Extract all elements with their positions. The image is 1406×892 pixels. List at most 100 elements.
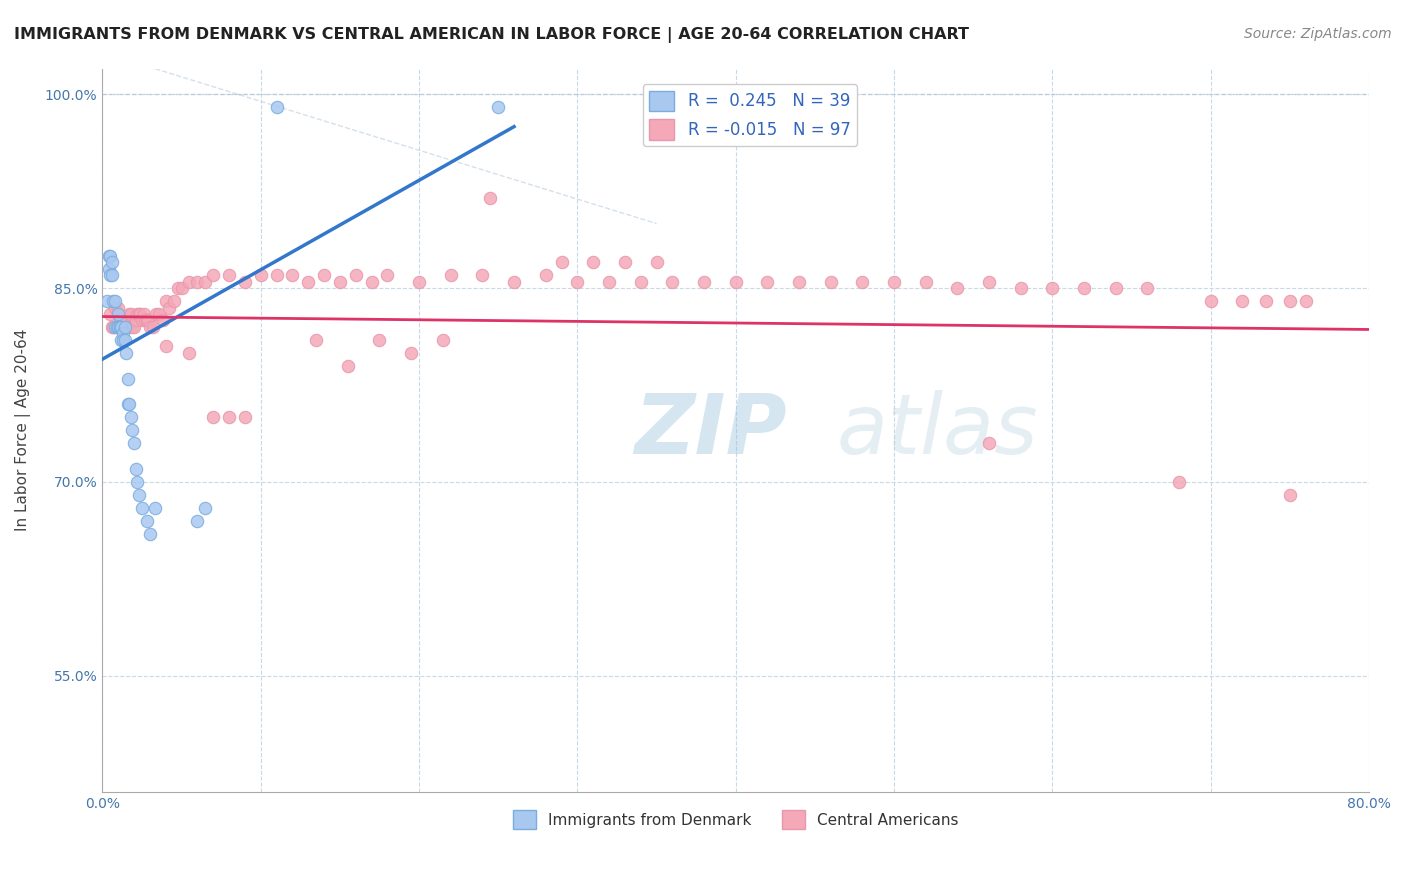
Point: [1278, 488, 1301, 502]
Point: [344, 268, 367, 283]
Point: [121, 319, 143, 334]
Point: [124, 462, 146, 476]
Point: [329, 275, 352, 289]
Point: [1040, 281, 1063, 295]
Point: [97, 249, 120, 263]
Point: [121, 423, 143, 437]
Point: [266, 268, 288, 283]
Text: Source: ZipAtlas.com: Source: ZipAtlas.com: [1244, 27, 1392, 41]
Point: [132, 307, 155, 321]
Point: [1168, 475, 1191, 489]
Point: [103, 294, 125, 309]
Point: [693, 275, 716, 289]
Point: [630, 275, 652, 289]
Point: [202, 268, 225, 283]
Point: [281, 268, 304, 283]
Point: [1232, 294, 1254, 309]
Point: [96, 294, 118, 309]
Point: [120, 410, 142, 425]
Point: [1199, 294, 1222, 309]
Point: [194, 500, 217, 515]
Point: [135, 514, 157, 528]
Point: [977, 436, 1000, 450]
Point: [115, 345, 138, 359]
Point: [110, 333, 132, 347]
Point: [479, 191, 502, 205]
Point: [661, 275, 683, 289]
Point: [249, 268, 271, 283]
Point: [724, 275, 747, 289]
Point: [129, 307, 152, 321]
Point: [111, 319, 134, 334]
Point: [312, 268, 335, 283]
Point: [202, 410, 225, 425]
Point: [486, 100, 509, 114]
Point: [120, 307, 142, 321]
Point: [186, 275, 208, 289]
Point: [111, 326, 134, 341]
Point: [135, 313, 157, 327]
Text: IMMIGRANTS FROM DENMARK VS CENTRAL AMERICAN IN LABOR FORCE | AGE 20-64 CORRELATI: IMMIGRANTS FROM DENMARK VS CENTRAL AMERI…: [14, 27, 969, 43]
Point: [218, 410, 240, 425]
Point: [145, 307, 167, 321]
Point: [101, 319, 124, 334]
Point: [107, 301, 129, 315]
Point: [598, 275, 620, 289]
Point: [101, 268, 124, 283]
Point: [152, 313, 174, 327]
Point: [98, 307, 121, 321]
Point: [114, 333, 136, 347]
Point: [139, 526, 162, 541]
Point: [946, 281, 969, 295]
Point: [108, 319, 131, 334]
Point: [98, 249, 121, 263]
Point: [107, 319, 129, 334]
Point: [117, 371, 139, 385]
Point: [122, 319, 145, 334]
Point: [136, 313, 159, 327]
Point: [503, 275, 526, 289]
Point: [98, 268, 121, 283]
Point: [117, 319, 139, 334]
Point: [218, 268, 240, 283]
Point: [787, 275, 810, 289]
Point: [124, 313, 146, 327]
Point: [118, 397, 141, 411]
Point: [1010, 281, 1032, 295]
Point: [399, 345, 422, 359]
Point: [645, 255, 668, 269]
Point: [114, 319, 136, 334]
Point: [170, 281, 193, 295]
Point: [977, 275, 1000, 289]
Point: [756, 275, 779, 289]
Point: [297, 275, 319, 289]
Point: [377, 268, 399, 283]
Point: [127, 475, 149, 489]
Point: [110, 319, 132, 334]
Point: [108, 313, 131, 327]
Point: [104, 294, 127, 309]
Point: [128, 488, 150, 502]
Point: [131, 500, 153, 515]
Point: [194, 275, 217, 289]
Point: [432, 333, 454, 347]
Point: [534, 268, 557, 283]
Point: [110, 319, 132, 334]
Point: [1136, 281, 1159, 295]
Point: [97, 261, 120, 276]
Point: [139, 319, 162, 334]
Point: [305, 333, 328, 347]
Point: [111, 333, 134, 347]
Point: [360, 275, 382, 289]
Point: [1256, 294, 1278, 309]
Point: [105, 319, 128, 334]
Point: [155, 339, 177, 353]
Point: [107, 307, 129, 321]
Point: [883, 275, 905, 289]
Legend: Immigrants from Denmark, Central Americans: Immigrants from Denmark, Central America…: [506, 804, 965, 835]
Point: [233, 410, 256, 425]
Point: [851, 275, 873, 289]
Point: [582, 255, 605, 269]
Point: [103, 319, 125, 334]
Point: [233, 275, 256, 289]
